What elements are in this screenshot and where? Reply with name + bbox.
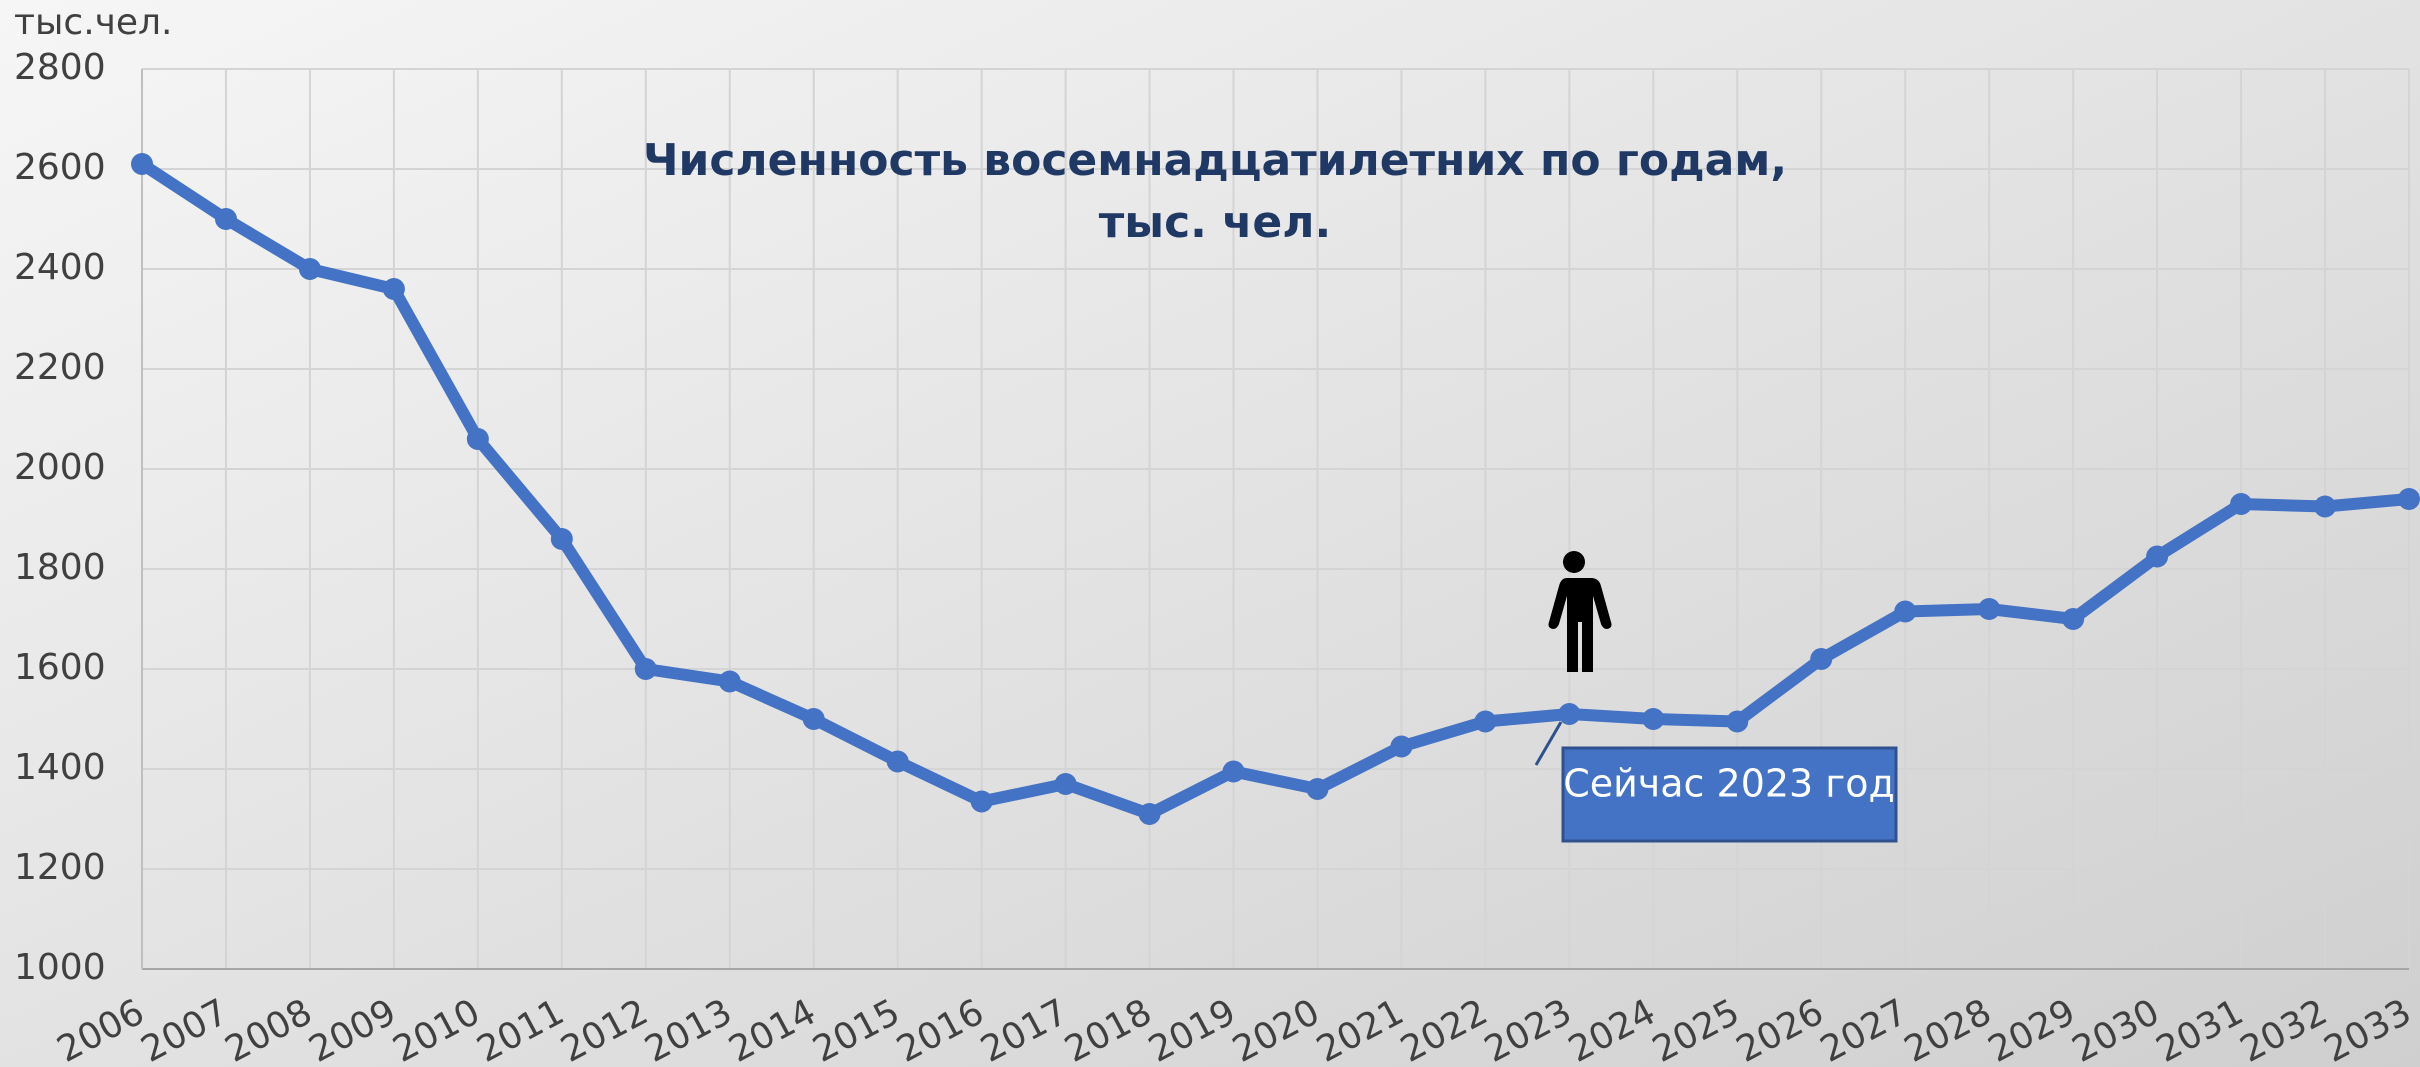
y-tick-label: 1400: [14, 747, 106, 788]
marker: [1726, 710, 1749, 733]
marker: [1054, 773, 1077, 795]
marker: [1306, 778, 1329, 800]
marker: [214, 208, 237, 230]
marker: [634, 658, 657, 680]
marker: [1558, 703, 1581, 725]
y-tick-label: 1800: [14, 547, 106, 588]
marker: [1222, 760, 1245, 783]
marker: [1474, 710, 1497, 733]
marker: [970, 790, 993, 813]
y-axis-label: тыс.чел.: [14, 2, 173, 43]
marker: [1390, 735, 1413, 758]
y-tick-label: 2400: [14, 247, 106, 288]
annotation-box: [1561, 746, 1898, 843]
marker: [1138, 803, 1161, 825]
marker: [1810, 648, 1833, 670]
y-tick-label: 2200: [14, 347, 106, 388]
y-tick-label: 1600: [14, 647, 106, 688]
marker: [2398, 488, 2420, 510]
marker: [1894, 600, 1917, 623]
marker: [550, 528, 573, 550]
marker: [886, 750, 909, 773]
marker: [802, 708, 825, 730]
marker: [2062, 608, 2085, 630]
marker: [718, 670, 741, 693]
marker: [131, 153, 153, 175]
marker: [2314, 495, 2337, 518]
y-tick-label: 2600: [14, 147, 106, 188]
marker: [1642, 708, 1665, 730]
marker: [382, 278, 405, 300]
y-tick-label: 2000: [14, 447, 106, 488]
y-tick-label: 1200: [14, 847, 106, 888]
y-tick-label: 2800: [14, 47, 106, 88]
line: [138, 158, 2410, 820]
title-box: Численность восемнадцатилетних по годам,…: [642, 135, 1788, 248]
marker: [2146, 545, 2169, 568]
chart-title: Численность восемнадцатилетних по годам,…: [642, 135, 1788, 248]
marker: [298, 258, 321, 280]
marker: [2230, 493, 2253, 515]
person-icon: [1548, 551, 1612, 672]
annotation-pointer: [1534, 721, 1563, 766]
marker: [466, 428, 489, 450]
y-tick-label: 1000: [14, 947, 106, 988]
annotation: Сейчас 2023 год: [1563, 762, 1895, 806]
marker: [1978, 598, 2001, 620]
data: [131, 153, 2420, 825]
